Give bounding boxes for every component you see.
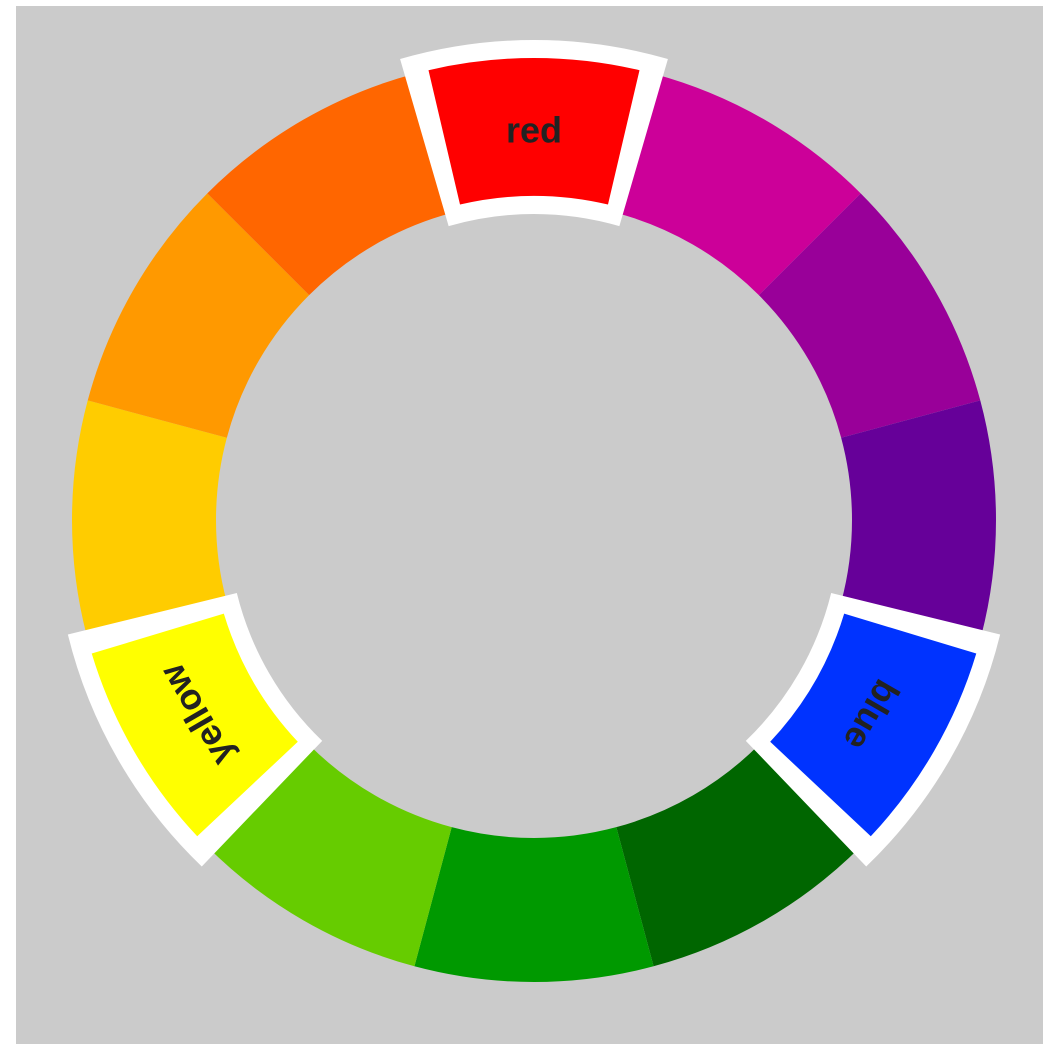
wheel-segment-blue <box>770 613 977 837</box>
wheel-segment-segment-10 <box>71 400 227 640</box>
wheel-segment-segment-6 <box>616 744 861 967</box>
wheel-segment-segment-2 <box>616 73 861 296</box>
wheel-segment-segment-8 <box>207 744 452 967</box>
wheel-segment-red <box>428 58 640 205</box>
segment-label-red: red <box>506 110 562 151</box>
wheel-segment-segment-11 <box>87 193 310 438</box>
wheel-segment-yellow <box>91 613 298 837</box>
wheel-segment-segment-3 <box>758 193 981 438</box>
wheel-segment-segment-7 <box>414 827 654 983</box>
wheel-segment-segment-12 <box>207 73 452 296</box>
wheel-segment-segment-4 <box>841 400 997 640</box>
